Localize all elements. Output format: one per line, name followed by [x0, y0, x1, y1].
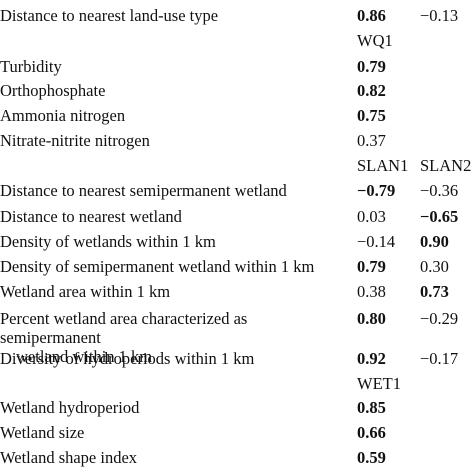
variable-label: Ammonia nitrogen [0, 106, 126, 125]
loading-value-1: 0.86 [357, 6, 386, 25]
group-header-label: WQ1 [357, 31, 393, 50]
variable-label: Percent wetland area characterized as se… [0, 309, 350, 366]
table-row: Distance to nearest wetland 0.03 −0.65 [0, 207, 474, 232]
table-row: Distance to nearest land-use type 0.86 −0.… [0, 6, 474, 31]
table-group-header: WQ1 [0, 31, 474, 56]
loading-value-1: 0.79 [357, 257, 386, 276]
group-header-label: SLAN1 [357, 156, 409, 175]
loading-value-1: 0.80 [357, 309, 386, 328]
loading-value-1: 0.59 [357, 448, 386, 467]
loading-value-1: 0.03 [357, 207, 386, 226]
table-row: Turbidity 0.79 [0, 57, 474, 82]
variable-label-line2: wetland within 1 km [16, 347, 153, 366]
table-group-header: SLAN1 SLAN2 [0, 156, 474, 181]
variable-label: Wetland shape index [0, 448, 138, 467]
table-row: Distance to nearest semipermanent wetlan… [0, 181, 474, 206]
variable-label: Wetland area within 1 km [0, 282, 171, 301]
loading-value-2: 0.90 [420, 232, 449, 251]
loading-value-1: 0.79 [357, 57, 386, 76]
variable-label: Wetland size [0, 423, 85, 442]
table-row: Density of wetlands within 1 km −0.14 0.90 [0, 232, 474, 257]
table-row: Nitrate-nitrite nitrogen 0.37 [0, 131, 474, 156]
table-group-header: WET1 [0, 374, 474, 399]
loading-value-1: −0.14 [357, 232, 396, 251]
table-row: Percent wetland area characterized as se… [0, 309, 474, 366]
variable-label-line1: Percent wetland area characterized as se… [0, 309, 248, 347]
variable-label: Turbidity [0, 57, 62, 76]
table-row: Ammonia nitrogen 0.75 [0, 106, 474, 131]
variable-label: Diversity of hydroperiods within 1 km [0, 349, 255, 368]
variable-label: Wetland hydroperiod [0, 398, 140, 417]
loading-value-1: 0.85 [357, 398, 386, 417]
table-row: Wetland hydroperiod 0.85 [0, 398, 474, 423]
loading-value-2: −0.65 [420, 207, 459, 226]
variable-label: Density of semipermanent wetland within … [0, 257, 315, 276]
variable-label: Distance to nearest semipermanent wetlan… [0, 181, 287, 200]
loading-value-1: 0.75 [357, 106, 386, 125]
loading-value-1: 0.82 [357, 81, 386, 100]
table-row: Density of semipermanent wetland within … [0, 257, 474, 282]
loading-value-2: 0.73 [420, 282, 449, 301]
variable-label: Density of wetlands within 1 km [0, 232, 216, 251]
loading-value-1: 0.92 [357, 349, 386, 368]
loading-value-1: −0.79 [357, 181, 396, 200]
table-row: Wetland shape index 0.59 [0, 448, 474, 473]
table-row: Wetland size 0.66 [0, 423, 474, 448]
loading-value-1: 0.66 [357, 423, 386, 442]
loading-value-2: −0.29 [420, 309, 459, 328]
group-header-label-2: SLAN2 [420, 156, 472, 175]
variable-label: Distance to nearest wetland [0, 207, 182, 226]
loading-value-2: 0.30 [420, 257, 449, 276]
table-row: Wetland area within 1 km 0.38 0.73 [0, 282, 474, 307]
table-row: Orthophosphate 0.82 [0, 81, 474, 106]
loading-value-2: −0.17 [420, 349, 459, 368]
variable-label: Distance to nearest land-use type [0, 6, 219, 25]
variable-label: Orthophosphate [0, 81, 106, 100]
group-header-label: WET1 [357, 374, 401, 393]
variable-label: Nitrate-nitrite nitrogen [0, 131, 150, 150]
table-row: Diversity of hydroperiods within 1 km 0.9… [0, 349, 474, 374]
loading-value-1: 0.37 [357, 131, 386, 150]
loading-value-2: −0.13 [420, 6, 459, 25]
loading-value-2: −0.36 [420, 181, 459, 200]
loading-value-1: 0.38 [357, 282, 386, 301]
